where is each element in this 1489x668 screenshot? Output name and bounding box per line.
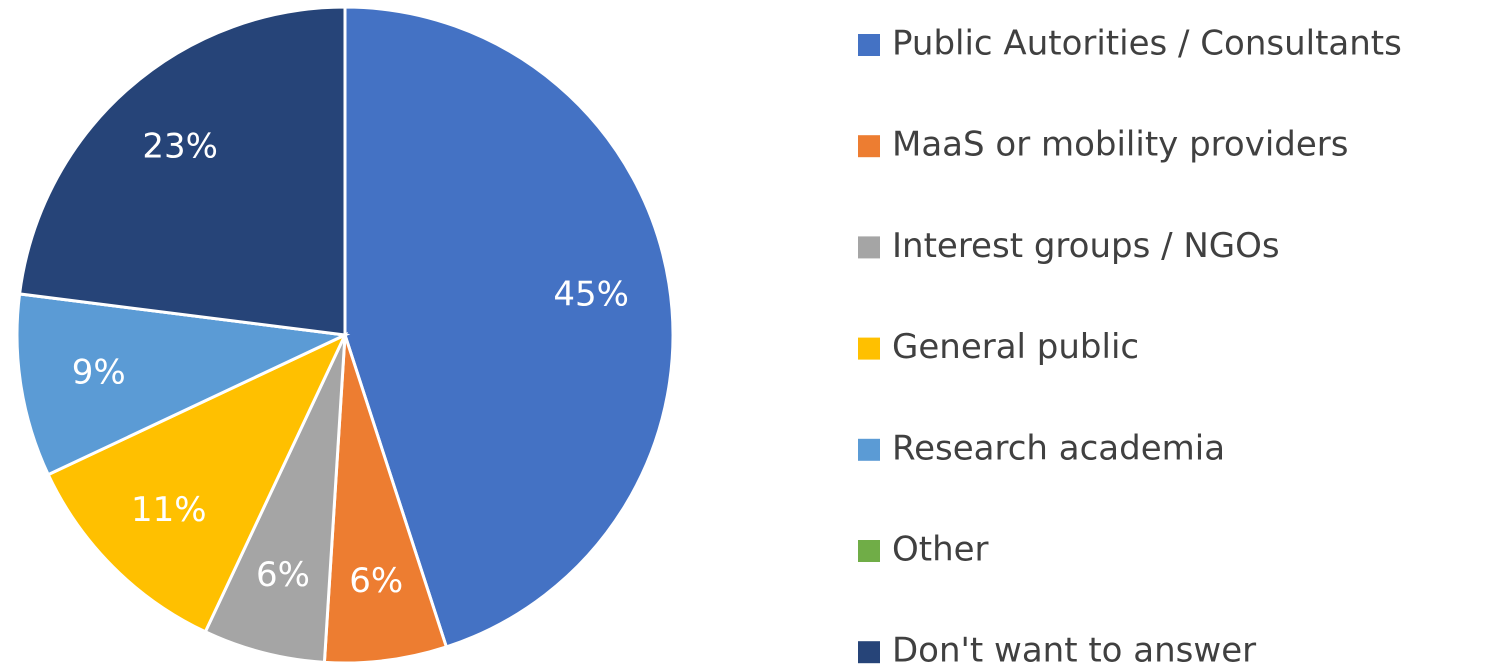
data-label: 6% <box>256 555 310 595</box>
data-label: 45% <box>553 275 629 315</box>
data-label: 11% <box>131 490 207 530</box>
pie-slice <box>17 5 347 337</box>
data-label: 9% <box>72 352 126 392</box>
legend-label: Other <box>892 530 989 570</box>
legend-label: Public Autorities / Consultants <box>892 24 1402 64</box>
pie-slice <box>322 334 449 665</box>
data-label: 23% <box>142 127 218 167</box>
legend-swatch <box>858 641 880 664</box>
data-label: 6% <box>349 561 403 601</box>
legend-swatch <box>858 135 880 158</box>
legend-label: Interest groups / NGOs <box>892 226 1280 266</box>
pie-slice <box>203 334 347 664</box>
legend-swatch <box>858 34 880 56</box>
legend-swatch <box>858 438 880 461</box>
legend-label: MaaS or mobility providers <box>892 125 1348 165</box>
pie-slice <box>343 5 675 649</box>
legend-label: Research academia <box>892 428 1225 468</box>
legend-label: General public <box>892 327 1139 367</box>
legend-swatch <box>858 236 880 259</box>
legend-swatch <box>858 540 880 562</box>
legend-label: Don't want to answer <box>892 631 1256 668</box>
pie-slice <box>15 292 351 477</box>
pie-slice <box>46 331 349 634</box>
legend-swatch <box>858 337 880 360</box>
